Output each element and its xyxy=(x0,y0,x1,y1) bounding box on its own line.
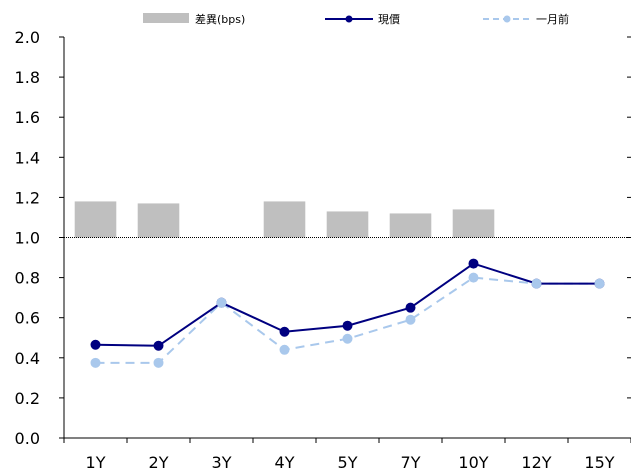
y-tick-label: 0.0 xyxy=(15,429,40,448)
point-current xyxy=(90,339,101,350)
point-month-ago xyxy=(153,357,164,368)
series-line-month-ago xyxy=(95,276,600,364)
point-month-ago xyxy=(342,333,353,344)
y-tick-label: 1.4 xyxy=(15,148,40,167)
x-tick-label: 7Y xyxy=(401,453,421,472)
bar-diff xyxy=(74,201,117,238)
x-tick-label: 10Y xyxy=(458,453,488,472)
y-tick-label: 1.6 xyxy=(15,108,40,127)
point-month-ago xyxy=(216,297,227,308)
y-tick-label: 0.8 xyxy=(15,269,40,288)
point-month-ago xyxy=(90,357,101,368)
y-tick-label: 1.2 xyxy=(15,188,40,207)
bar-diff xyxy=(389,213,432,238)
x-tick-label: 12Y xyxy=(521,453,551,472)
legend-marker-month-ago xyxy=(503,15,511,23)
point-current xyxy=(153,340,164,351)
bar-diff xyxy=(326,211,369,238)
x-tick-label: 1Y xyxy=(86,453,106,472)
point-current xyxy=(279,326,290,337)
point-current xyxy=(468,258,479,269)
series-line-current xyxy=(95,262,600,347)
point-current xyxy=(342,320,353,331)
y-tick-label: 0.6 xyxy=(15,309,40,328)
point-month-ago xyxy=(531,278,542,289)
bar-diff xyxy=(452,209,495,238)
point-current xyxy=(405,302,416,313)
y-tick-label: 0.4 xyxy=(15,349,40,368)
x-tick-label: 2Y xyxy=(149,453,169,472)
legend-marker-current xyxy=(345,15,353,23)
legend-label-current: 現價 xyxy=(378,12,400,26)
x-tick-label: 5Y xyxy=(338,453,358,472)
point-month-ago xyxy=(468,272,479,283)
plot-area: 0.0 0.2 0.4 0.6 0.8 1.0 1.2 1.4 1.6 1.8 2.0 1Y 2Y 3Y 4… xyxy=(15,28,631,472)
x-tick-label: 4Y xyxy=(275,453,295,472)
legend-label-diff: 差異(bps) xyxy=(195,12,245,26)
bar-diff xyxy=(263,201,306,238)
legend-swatch-diff xyxy=(143,13,189,23)
legend: 差異(bps) 現價 一月前 xyxy=(143,12,569,26)
point-month-ago xyxy=(594,278,605,289)
legend-label-month-ago: 一月前 xyxy=(536,12,569,26)
point-month-ago xyxy=(405,314,416,325)
y-tick-label: 0.2 xyxy=(15,389,40,408)
y-tick-label: 1.8 xyxy=(15,68,40,87)
x-tick-label: 3Y xyxy=(212,453,232,472)
y-tick-label: 2.0 xyxy=(15,28,40,47)
point-month-ago xyxy=(279,344,290,355)
y-tick-label: 1.0 xyxy=(15,229,40,248)
bar-diff xyxy=(137,203,180,238)
x-tick-label: 15Y xyxy=(584,453,614,472)
